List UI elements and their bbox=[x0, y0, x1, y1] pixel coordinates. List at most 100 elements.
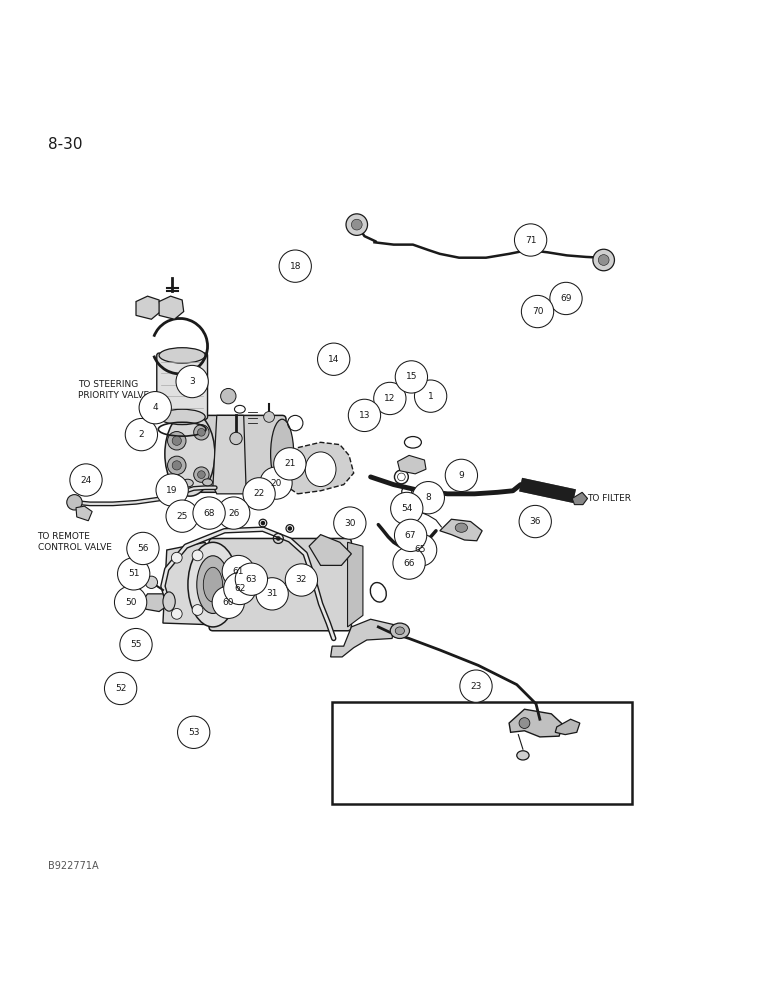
Circle shape bbox=[120, 628, 152, 661]
Text: 51: 51 bbox=[128, 569, 140, 578]
Text: 54: 54 bbox=[401, 504, 412, 513]
Circle shape bbox=[192, 550, 203, 561]
Polygon shape bbox=[286, 442, 354, 494]
Text: B922771A: B922771A bbox=[48, 861, 98, 871]
Text: 36: 36 bbox=[530, 517, 541, 526]
Circle shape bbox=[198, 471, 205, 478]
Ellipse shape bbox=[188, 542, 238, 627]
Ellipse shape bbox=[202, 479, 212, 486]
Text: 20: 20 bbox=[270, 479, 282, 488]
Circle shape bbox=[395, 361, 428, 393]
Text: 23: 23 bbox=[470, 682, 482, 691]
Text: 66: 66 bbox=[403, 559, 415, 568]
Text: 22: 22 bbox=[253, 489, 265, 498]
Polygon shape bbox=[440, 519, 482, 541]
Bar bbox=[332, 702, 632, 804]
Text: 32: 32 bbox=[296, 575, 307, 584]
Circle shape bbox=[194, 425, 209, 440]
Ellipse shape bbox=[181, 479, 193, 487]
Circle shape bbox=[114, 586, 147, 618]
Circle shape bbox=[156, 474, 188, 506]
Circle shape bbox=[168, 456, 186, 475]
Circle shape bbox=[598, 255, 609, 265]
Text: 70: 70 bbox=[532, 307, 543, 316]
Text: 61: 61 bbox=[232, 567, 244, 576]
Text: 30: 30 bbox=[344, 519, 356, 528]
Circle shape bbox=[317, 343, 350, 375]
Circle shape bbox=[261, 521, 266, 525]
Ellipse shape bbox=[163, 592, 175, 611]
Circle shape bbox=[415, 380, 447, 412]
Text: 56: 56 bbox=[137, 544, 149, 553]
Polygon shape bbox=[347, 542, 363, 627]
Circle shape bbox=[393, 547, 425, 579]
Ellipse shape bbox=[390, 623, 409, 638]
Circle shape bbox=[212, 586, 245, 618]
FancyBboxPatch shape bbox=[157, 353, 208, 419]
Circle shape bbox=[394, 519, 427, 552]
Circle shape bbox=[243, 478, 276, 510]
Text: 50: 50 bbox=[125, 598, 137, 607]
Polygon shape bbox=[309, 535, 351, 565]
Circle shape bbox=[405, 534, 437, 566]
Polygon shape bbox=[163, 542, 208, 625]
Text: 2: 2 bbox=[139, 430, 144, 439]
Polygon shape bbox=[213, 415, 246, 494]
Text: 52: 52 bbox=[115, 684, 127, 693]
Circle shape bbox=[519, 505, 551, 538]
Circle shape bbox=[192, 605, 203, 615]
Circle shape bbox=[193, 497, 225, 529]
Polygon shape bbox=[136, 296, 161, 319]
Text: 14: 14 bbox=[328, 355, 340, 364]
Circle shape bbox=[230, 432, 242, 445]
Polygon shape bbox=[142, 594, 167, 612]
Circle shape bbox=[521, 295, 554, 328]
Ellipse shape bbox=[197, 556, 229, 613]
Text: 3: 3 bbox=[189, 377, 195, 386]
Circle shape bbox=[264, 412, 275, 422]
Circle shape bbox=[256, 578, 288, 610]
Text: 15: 15 bbox=[405, 372, 417, 381]
Circle shape bbox=[176, 365, 208, 398]
Text: 1: 1 bbox=[428, 392, 434, 401]
Circle shape bbox=[593, 249, 615, 271]
Polygon shape bbox=[330, 619, 394, 657]
Polygon shape bbox=[76, 506, 92, 521]
Circle shape bbox=[346, 214, 367, 235]
Text: TO REMOTE
CONTROL VALVE: TO REMOTE CONTROL VALVE bbox=[38, 532, 111, 552]
Circle shape bbox=[374, 382, 406, 415]
Circle shape bbox=[222, 555, 255, 588]
Circle shape bbox=[445, 459, 478, 492]
Text: TO STEERING
PRIORITY VALVE: TO STEERING PRIORITY VALVE bbox=[78, 380, 150, 400]
Circle shape bbox=[145, 576, 157, 588]
Text: 8-30: 8-30 bbox=[48, 137, 82, 152]
Circle shape bbox=[334, 507, 366, 539]
Circle shape bbox=[351, 219, 362, 230]
Ellipse shape bbox=[519, 718, 530, 728]
Circle shape bbox=[125, 418, 157, 451]
Text: TO FILTER: TO FILTER bbox=[587, 494, 631, 503]
Ellipse shape bbox=[159, 348, 205, 363]
Text: 71: 71 bbox=[525, 236, 537, 245]
Ellipse shape bbox=[516, 751, 529, 760]
Ellipse shape bbox=[395, 627, 405, 635]
Circle shape bbox=[139, 392, 171, 424]
Circle shape bbox=[224, 572, 256, 605]
Ellipse shape bbox=[305, 452, 336, 487]
Circle shape bbox=[287, 526, 292, 531]
Circle shape bbox=[412, 482, 445, 514]
Polygon shape bbox=[159, 296, 184, 319]
Circle shape bbox=[260, 467, 292, 499]
Text: 25: 25 bbox=[177, 512, 188, 521]
Text: 65: 65 bbox=[415, 545, 426, 554]
Text: 62: 62 bbox=[234, 584, 245, 593]
Circle shape bbox=[514, 224, 547, 256]
Text: 55: 55 bbox=[130, 640, 142, 649]
Circle shape bbox=[166, 500, 198, 532]
Ellipse shape bbox=[159, 409, 205, 425]
Circle shape bbox=[104, 672, 137, 705]
Circle shape bbox=[279, 250, 311, 282]
Text: 18: 18 bbox=[290, 262, 301, 271]
Text: 19: 19 bbox=[167, 486, 178, 495]
Ellipse shape bbox=[165, 412, 215, 496]
